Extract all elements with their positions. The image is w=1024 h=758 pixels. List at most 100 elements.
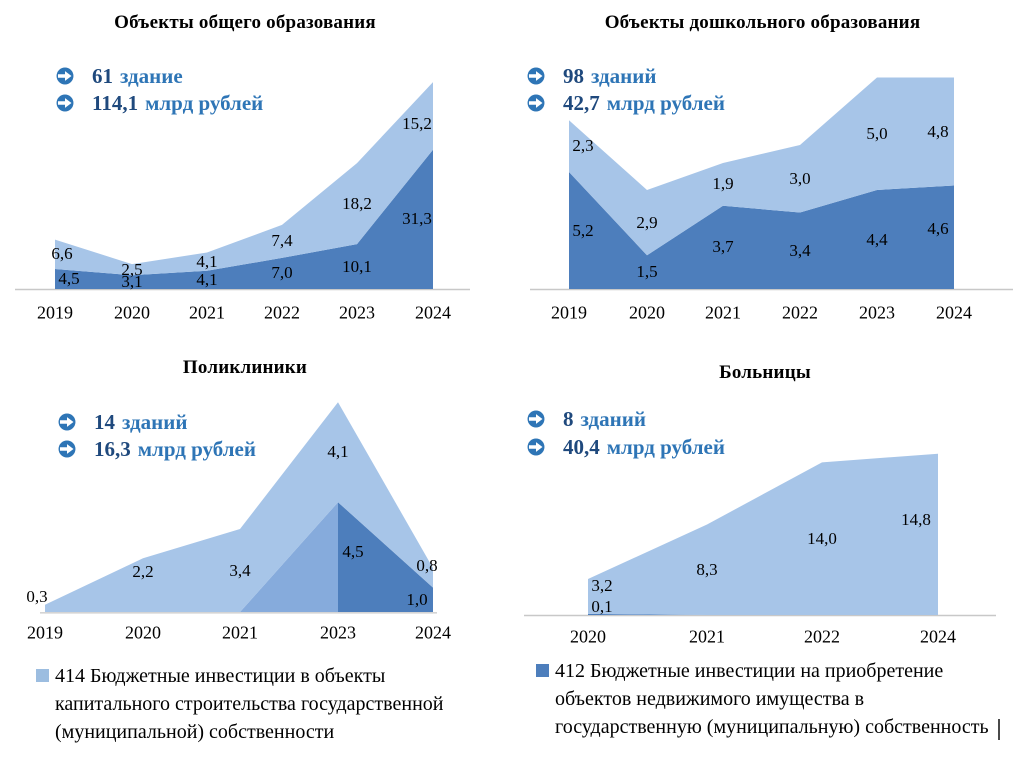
value-label-polyclinics-light: 0,3 bbox=[26, 587, 48, 607]
value-label-preschool-education-light: 2,3 bbox=[572, 136, 594, 156]
legend-414: 414 Бюджетные инвестиции в объекты капит… bbox=[36, 662, 476, 746]
stat-row: 14 зданий bbox=[58, 410, 187, 434]
value-label-general-education-light: 7,4 bbox=[271, 231, 293, 251]
stat-unit: зданий bbox=[580, 406, 646, 431]
legend-swatch-412 bbox=[536, 664, 549, 677]
circled-right-arrow-icon bbox=[58, 440, 76, 458]
area-polyclinics-dark bbox=[338, 502, 433, 612]
chart-title-preschool-education: Объекты дошкольного образования bbox=[604, 12, 921, 33]
value-label-general-education-dark: 31,3 bbox=[402, 209, 432, 229]
stat-text: 8 зданий bbox=[563, 407, 646, 432]
value-label-general-education-dark: 4,5 bbox=[58, 268, 80, 288]
value-label-polyclinics-light: 0,8 bbox=[416, 555, 438, 575]
chart-title-polyclinics: Поликлиники bbox=[182, 357, 308, 378]
stat-unit: млрд рублей bbox=[145, 90, 264, 115]
legend-line: объектов недвижимого имущества в bbox=[555, 688, 865, 710]
circled-right-arrow-icon bbox=[527, 94, 545, 112]
area-general-education-light bbox=[55, 82, 433, 276]
value-label-general-education-light: 4,1 bbox=[196, 251, 218, 271]
stat-text: 114,1 млрд рублей bbox=[92, 91, 263, 116]
stat-number: 61 bbox=[92, 63, 113, 88]
circled-right-arrow-icon bbox=[56, 67, 74, 85]
value-label-polyclinics-dark: 4,5 bbox=[342, 542, 364, 562]
axis-year-label-polyclinics: 2021 bbox=[222, 622, 258, 643]
value-label-general-education-dark: 10,1 bbox=[342, 256, 372, 276]
axis-year-label-polyclinics: 2020 bbox=[125, 622, 161, 643]
stat-text: 14 зданий bbox=[94, 410, 187, 435]
stat-number: 40,4 bbox=[563, 434, 600, 459]
stat-number: 114,1 bbox=[92, 90, 139, 115]
stat-number: 98 bbox=[563, 63, 584, 88]
stat-text: 42,7 млрд рублей bbox=[563, 91, 725, 116]
axis-year-label-polyclinics: 2023 bbox=[320, 622, 356, 643]
area-preschool-education-light bbox=[569, 77, 954, 256]
axis-year-label-hospitals: 2021 bbox=[689, 626, 725, 647]
value-label-general-education-dark: 7,0 bbox=[271, 263, 293, 283]
legend-line: капитального строительства государственн… bbox=[55, 693, 444, 715]
value-label-hospitals-light: 14,0 bbox=[807, 528, 837, 548]
legend-line: 414 Бюджетные инвестиции в объекты bbox=[55, 665, 386, 687]
value-label-hospitals-dark: 0,1 bbox=[591, 597, 613, 617]
axis-year-label-preschool-education: 2022 bbox=[782, 302, 818, 323]
stat-row: 8 зданий bbox=[527, 407, 646, 431]
stat-row: 61 здание bbox=[56, 64, 183, 88]
axis-year-label-preschool-education: 2021 bbox=[705, 302, 741, 323]
stat-row: 98 зданий bbox=[527, 64, 656, 88]
axis-year-label-preschool-education: 2024 bbox=[936, 302, 972, 323]
stat-text: 40,4 млрд рублей bbox=[563, 435, 725, 460]
stat-text: 16,3 млрд рублей bbox=[94, 437, 256, 462]
stat-unit: зданий bbox=[122, 409, 188, 434]
value-label-general-education-light: 15,2 bbox=[402, 113, 432, 133]
value-label-general-education-dark: 3,1 bbox=[121, 272, 143, 292]
value-label-preschool-education-light: 1,9 bbox=[712, 174, 734, 194]
value-label-hospitals-light: 14,8 bbox=[901, 510, 931, 530]
area-polyclinics-light bbox=[45, 402, 433, 612]
axis-year-label-hospitals: 2020 bbox=[570, 626, 606, 647]
axis-year-label-polyclinics: 2019 bbox=[27, 622, 63, 643]
value-label-preschool-education-dark: 5,2 bbox=[572, 220, 594, 240]
value-label-preschool-education-dark: 4,6 bbox=[927, 219, 949, 239]
stat-row: 42,7 млрд рублей bbox=[527, 91, 725, 115]
chart-title-hospitals: Больницы bbox=[719, 362, 811, 383]
area-polyclinics-dark-overlap bbox=[240, 502, 338, 612]
legend-swatch-414 bbox=[36, 669, 49, 682]
value-label-preschool-education-dark: 3,7 bbox=[712, 237, 734, 257]
circled-right-arrow-icon bbox=[527, 438, 545, 456]
axis-year-label-polyclinics: 2024 bbox=[415, 622, 451, 643]
value-label-polyclinics-light: 3,4 bbox=[229, 560, 251, 580]
stat-unit: млрд рублей bbox=[137, 436, 256, 461]
vertical-tick-artifact bbox=[998, 719, 1000, 740]
axis-year-label-hospitals: 2022 bbox=[804, 626, 840, 647]
value-label-preschool-education-dark: 4,4 bbox=[866, 229, 888, 249]
legend-412: 412 Бюджетные инвестиции на приобретение… bbox=[536, 657, 1006, 741]
legend-text-414: 414 Бюджетные инвестиции в объекты капит… bbox=[55, 662, 443, 746]
area-hospitals-dark bbox=[588, 613, 938, 615]
axis-year-label-preschool-education: 2023 bbox=[859, 302, 895, 323]
axis-year-label-preschool-education: 2020 bbox=[629, 302, 665, 323]
value-label-preschool-education-light: 4,8 bbox=[927, 121, 949, 141]
stat-text: 98 зданий bbox=[563, 64, 656, 89]
stat-row: 40,4 млрд рублей bbox=[527, 435, 725, 459]
axis-year-label-general-education: 2019 bbox=[37, 302, 73, 323]
chart-title-general-education: Объекты общего образования bbox=[114, 12, 376, 33]
circled-right-arrow-icon bbox=[527, 410, 545, 428]
value-label-preschool-education-dark: 3,4 bbox=[789, 240, 811, 260]
axis-year-label-general-education: 2021 bbox=[189, 302, 225, 323]
legend-line: государственную (муниципальную) собствен… bbox=[555, 716, 989, 738]
area-general-education-dark bbox=[55, 149, 433, 289]
value-label-general-education-light: 2,5 bbox=[121, 259, 143, 279]
stat-unit: млрд рублей bbox=[606, 434, 725, 459]
value-label-preschool-education-light: 2,9 bbox=[636, 212, 658, 232]
circled-right-arrow-icon bbox=[527, 67, 545, 85]
value-label-preschool-education-light: 3,0 bbox=[789, 168, 811, 188]
stat-text: 61 здание bbox=[92, 64, 183, 89]
value-label-hospitals-light: 3,2 bbox=[591, 576, 613, 596]
axis-year-label-general-education: 2022 bbox=[264, 302, 300, 323]
area-preschool-education-dark bbox=[569, 172, 954, 289]
value-label-polyclinics-dark: 1,0 bbox=[406, 589, 428, 609]
value-label-preschool-education-dark: 1,5 bbox=[636, 262, 658, 282]
axis-year-label-general-education: 2020 bbox=[114, 302, 150, 323]
value-label-preschool-education-light: 5,0 bbox=[866, 123, 888, 143]
value-label-general-education-light: 6,6 bbox=[51, 244, 73, 264]
